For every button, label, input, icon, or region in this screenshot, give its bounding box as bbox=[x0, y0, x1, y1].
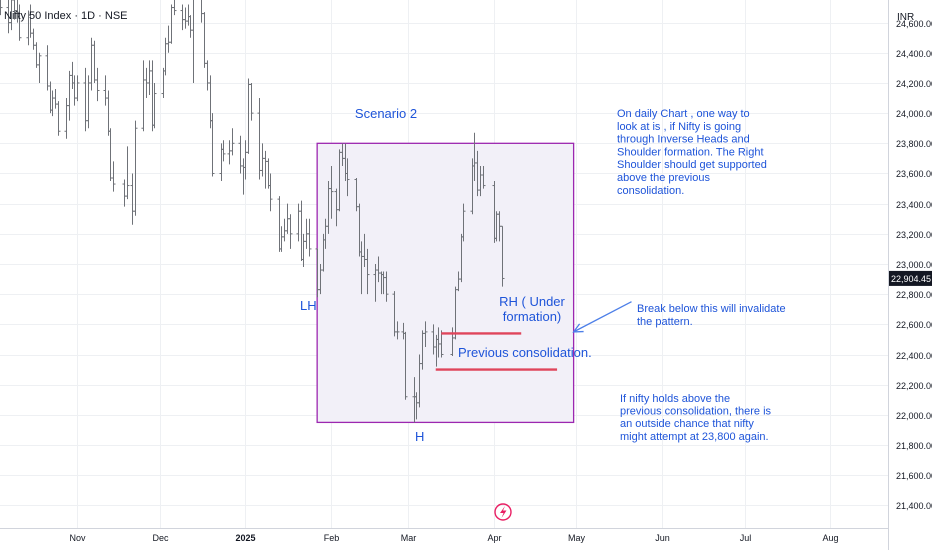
price-tick-label: 21,400.00 bbox=[896, 501, 932, 511]
annotation-arrow[interactable] bbox=[572, 301, 632, 333]
price-tick-label: 24,400.00 bbox=[896, 49, 932, 59]
currency-label: INR bbox=[897, 12, 914, 23]
time-axis-ticks[interactable]: Nov Dec 2025 Feb Mar Apr May Jun Jul Aug bbox=[69, 533, 838, 543]
time-tick-label: Feb bbox=[324, 533, 340, 543]
price-tick-label: 22,800.00 bbox=[896, 290, 932, 300]
price-tick-label: 23,400.00 bbox=[896, 200, 932, 210]
arrow-head bbox=[572, 323, 584, 333]
time-tick-label: Jul bbox=[740, 533, 752, 543]
last-price-badge: 22,904.45 bbox=[889, 270, 932, 286]
price-tick-label: 22,600.00 bbox=[896, 320, 932, 330]
price-tick-label: 21,600.00 bbox=[896, 471, 932, 481]
daily-chart-note: On daily Chart , one way to look at is , … bbox=[617, 108, 767, 197]
price-tick-label: 23,000.00 bbox=[896, 260, 932, 270]
previous-consolidation-label: Previous consolidation. bbox=[458, 345, 592, 360]
price-tick-label: 24,600.00 bbox=[896, 19, 932, 29]
time-tick-label: Aug bbox=[822, 533, 838, 543]
label-right-shoulder: RH ( Under formation) bbox=[499, 294, 565, 324]
price-tick-label: 22,200.00 bbox=[896, 381, 932, 391]
price-tick-label: 24,200.00 bbox=[896, 79, 932, 89]
price-tick-label: 23,200.00 bbox=[896, 230, 932, 240]
time-tick-label: 2025 bbox=[235, 533, 255, 543]
label-head: H bbox=[415, 429, 424, 444]
price-tick-label: 23,600.00 bbox=[896, 169, 932, 179]
candles-group bbox=[0, 0, 505, 423]
time-tick-label: Mar bbox=[401, 533, 417, 543]
time-tick-label: May bbox=[568, 533, 586, 543]
time-tick-label: Jun bbox=[655, 533, 670, 543]
outside-chance-note: If nifty holds above the previous consoli… bbox=[620, 393, 772, 443]
scenario-box[interactable] bbox=[316, 142, 575, 424]
label-left-shoulder: LH bbox=[300, 298, 317, 313]
price-tick-label: 24,000.00 bbox=[896, 109, 932, 119]
price-tick-label: 23,800.00 bbox=[896, 139, 932, 149]
scenario-title: Scenario 2 bbox=[355, 106, 417, 121]
price-tick-label: 21,800.00 bbox=[896, 441, 932, 451]
time-tick-label: Nov bbox=[69, 533, 86, 543]
break-below-note: Break below this will invalidate the patt… bbox=[637, 303, 786, 328]
price-axis-ticks: 24,600.00 24,400.00 24,200.00 24,000.00 23,8… bbox=[896, 19, 932, 511]
time-tick-label: Apr bbox=[487, 533, 501, 543]
arrow-shaft bbox=[573, 301, 632, 333]
time-tick-label: Dec bbox=[152, 533, 169, 543]
symbol-title: Nifty 50 Index · 1D · NSE bbox=[4, 10, 128, 22]
last-price-background bbox=[889, 270, 932, 286]
price-tick-label: 22,400.00 bbox=[896, 351, 932, 361]
last-price-label: 22,904.45 bbox=[891, 274, 931, 284]
price-tick-label: 22,000.00 bbox=[896, 411, 932, 421]
event-flash-icon[interactable] bbox=[494, 503, 512, 521]
